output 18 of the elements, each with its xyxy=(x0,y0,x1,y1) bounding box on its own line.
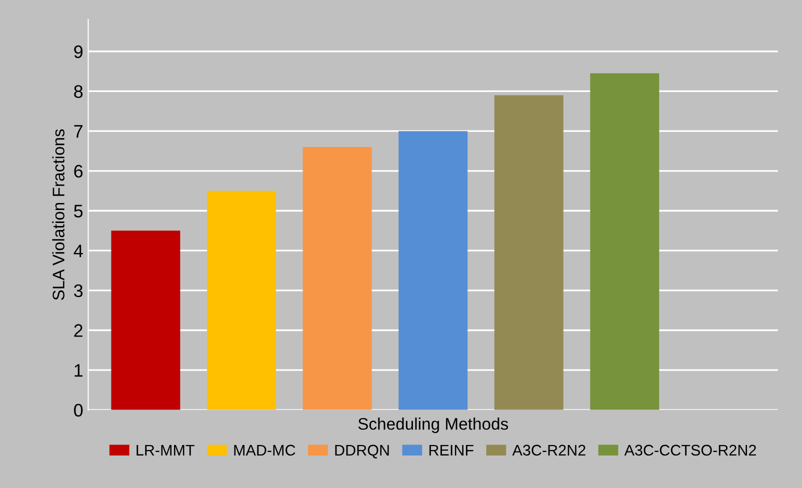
x-axis-title: Scheduling Methods xyxy=(358,418,508,434)
y-axis-title: SLA Violation Fractions xyxy=(52,129,64,300)
legend-label: MAD-MC xyxy=(234,444,296,456)
y-tick-label: 3 xyxy=(74,284,83,298)
y-tick-label: 8 xyxy=(74,85,83,98)
legend-label: A3C-CCTSO-R2N2 xyxy=(624,444,756,456)
legend-label: DDRQN xyxy=(335,444,389,458)
y-tick-label: 9 xyxy=(74,45,83,58)
y-tick-label: 5 xyxy=(74,204,83,218)
y-tick-label: 1 xyxy=(74,364,82,377)
y-tick-label: 6 xyxy=(74,164,83,178)
y-tick-label: 4 xyxy=(74,244,83,258)
legend-label: LR-MMT xyxy=(136,444,194,456)
y-tick-label: 7 xyxy=(74,125,82,138)
legend-label: A3C-R2N2 xyxy=(512,444,586,456)
y-tick-label: 2 xyxy=(74,324,82,337)
legend-label: REINF xyxy=(429,444,474,456)
y-tick-label: 0 xyxy=(74,404,83,417)
